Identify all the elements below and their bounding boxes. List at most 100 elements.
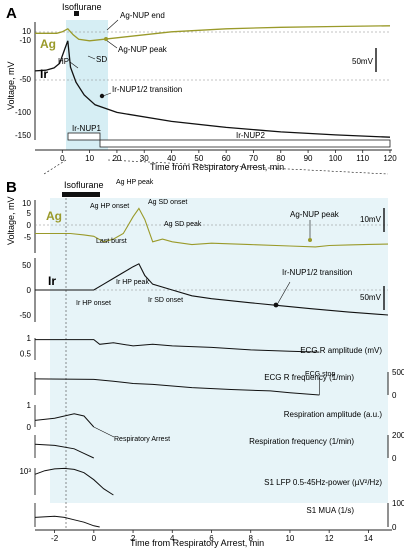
panel-b-ag-label: Ag xyxy=(46,209,62,223)
physio-trace xyxy=(34,467,114,496)
physio-trace xyxy=(34,515,100,528)
panel-a-x-tick-label: 30 xyxy=(140,154,149,163)
resp-arrest-label: Respiratory Arrest xyxy=(114,436,170,443)
physio-label-resp-amp: Respiration amplitude (a.u.) xyxy=(284,410,383,419)
panel-b-last-burst-label: Last burst xyxy=(96,238,127,245)
panel-b-x-tick-label: 0 xyxy=(92,534,97,543)
panel-b-ag-ytick: 10 xyxy=(22,199,31,208)
panel-a-ir-transition-dot xyxy=(99,93,105,99)
panel-a-ag-nup-peak-pointer xyxy=(105,39,118,49)
panel-b-ag-nup-peak-label: Ag-NUP peak xyxy=(290,210,340,219)
panel-b-x-tick-label: 6 xyxy=(209,534,214,543)
physio-ytick: 0 xyxy=(27,423,32,432)
panel-b-ir-scale-label: 50mV xyxy=(360,293,382,302)
panel-a-ytick: 10 xyxy=(22,27,31,36)
panel-b-ir-transition-dot xyxy=(273,302,279,308)
panel-b-x-title: Time from Respiratory Arrest, min xyxy=(130,538,264,548)
physio-ytick: 0 xyxy=(392,391,397,400)
panel-a-ytick: -150 xyxy=(15,131,32,140)
panel-a-zoom-guide-left xyxy=(43,159,67,175)
physio-ytick: 0.5 xyxy=(20,350,32,359)
panel-a-x-ticks: 0 10 20 30 40 50 60 70 80 90 100 110 120 xyxy=(60,150,397,163)
panel-a-x-tick-label: 20 xyxy=(112,154,121,163)
physio-label-ecg-amp: ECG R amplitude (mV) xyxy=(300,346,382,355)
panel-a-ag-trace xyxy=(35,25,391,42)
physio-trace xyxy=(34,413,95,428)
panel-b-ag-hp-onset-label: Ag HP onset xyxy=(90,203,129,210)
panel-b-isoflurane-label: Isoflurane xyxy=(64,180,104,190)
panel-a-ir-trace xyxy=(34,40,391,138)
panel-b-x-tick-label: 14 xyxy=(364,534,373,543)
panel-a-nup2-label: Ir-NUP2 xyxy=(236,131,265,140)
panel-a-ag-nup-end-pointer xyxy=(106,19,119,31)
panel-b-ir-ytick: 50 xyxy=(22,261,31,270)
panel-b-ag-hp-peak-label: Ag HP peak xyxy=(116,179,154,186)
physio-ytick: 0 xyxy=(392,454,397,463)
physio-ytick: 10³ xyxy=(19,467,31,476)
panel-a-x-tick-label: 90 xyxy=(304,154,313,163)
panel-a-isoflurane-bar xyxy=(74,11,79,16)
physio-label-resp-freq: Respiration frequency (1/min) xyxy=(249,437,354,446)
panel-a-x-tick-label: 120 xyxy=(383,154,397,163)
panel-b-ir-ytick: -50 xyxy=(19,311,31,320)
panel-b-ag-ytick: 5 xyxy=(27,209,32,218)
panel-a-ag-nup-peak-dot xyxy=(104,37,108,41)
panel-a-x-tick-label: 70 xyxy=(249,154,258,163)
panel-b-ir-ytick: 0 xyxy=(27,286,32,295)
panel-a-sd-label: SD xyxy=(96,55,107,64)
panel-b-ag-nup-peak-dot xyxy=(308,238,312,242)
panel-b-ir-transition-label: Ir-NUP1/2 transition xyxy=(282,268,352,277)
panel-b-ir-label: Ir xyxy=(48,274,56,288)
panel-a-ytick: -100 xyxy=(15,108,32,117)
physio-ytick: 200 xyxy=(392,431,404,440)
panel-a-nup2-bar xyxy=(99,139,391,148)
physio-label-mua: S1 MUA (1/s) xyxy=(306,506,354,515)
panel-b-x-tick-label: 4 xyxy=(170,534,175,543)
panel-a-x-tick-label: 50 xyxy=(194,154,203,163)
panel-a-ytick: -50 xyxy=(19,75,31,84)
panel-a-x-tick-label: 0 xyxy=(60,154,65,163)
panel-b-ag-trace xyxy=(35,207,389,248)
physio-trace xyxy=(34,443,95,459)
physio-ytick: 1 xyxy=(27,401,32,410)
panel-a-letter: A xyxy=(6,5,17,22)
panel-a-x-tick-label: 40 xyxy=(167,154,176,163)
panel-b-ag-ytick: -5 xyxy=(24,233,32,242)
panel-a-scale-label: 50mV xyxy=(352,57,374,66)
panel-a-ag-nup-end-label: Ag-NUP end xyxy=(120,11,165,20)
panel-b-x-tick-label: 8 xyxy=(248,534,253,543)
panel-a-zoom-guide-right xyxy=(107,159,389,175)
panel-b-ag-ytick: 0 xyxy=(27,221,32,230)
panel-b-shade xyxy=(50,198,388,503)
physio-ytick: 1 xyxy=(27,334,32,343)
panel-b-ir-sd-onset-label: Ir SD onset xyxy=(148,297,183,304)
panel-a-ag-nup-peak-label: Ag-NUP peak xyxy=(118,45,168,54)
panel-a-y-title: Voltage, mV xyxy=(6,61,16,110)
panel-b-y-title: Voltage, mV xyxy=(6,196,16,245)
panel-a-ir-label: Ir xyxy=(40,67,48,81)
panel-a-ag-nup-end-text: Ag-NUP end xyxy=(120,11,165,20)
panel-a-ytick: -10 xyxy=(19,36,31,45)
panel-a-x-tick-label: 100 xyxy=(329,154,343,163)
panel-a-x-tick-label: 60 xyxy=(222,154,231,163)
panel-b-ir-hp-peak-label: Ir HP peak xyxy=(116,279,149,286)
panel-a-x-tick-label: 10 xyxy=(85,154,94,163)
panel-a-hp-pointer xyxy=(69,61,79,69)
physio-label-lfp: S1 LFP 0.5-45Hz-power (µV²/Hz) xyxy=(264,478,382,487)
panel-b-physiology: 0.5 1 0 500 0 1 0 200 10³ 0 100 xyxy=(19,334,404,532)
panel-b-x-tick-label: -2 xyxy=(51,534,59,543)
ecg-stop-label: ECG stop xyxy=(305,371,335,378)
physio-label-ecg-freq: ECG R frequency (1/min) xyxy=(264,373,354,382)
panel-b-ir-transition-pointer xyxy=(277,281,291,304)
panel-a-ir-transition-pointer xyxy=(102,92,112,97)
panel-b-ag-scale-label: 10mV xyxy=(360,215,382,224)
physio-ytick: 500 xyxy=(392,368,404,377)
panel-b-ag-sd-peak-label: Ag SD peak xyxy=(164,221,202,228)
physio-trace xyxy=(35,339,320,353)
panel-a-ir-transition-label: Ir-NUP1/2 transition xyxy=(112,85,182,94)
panel-a-x-tick-label: 80 xyxy=(276,154,285,163)
panel-a-sd-pointer xyxy=(87,55,96,60)
panel-a-nup1-label: Ir-NUP1 xyxy=(72,124,101,133)
panel-a-x-title: Time from Respiratory Arrest, min xyxy=(150,162,284,172)
panel-a-hp-label: HP xyxy=(58,57,69,66)
